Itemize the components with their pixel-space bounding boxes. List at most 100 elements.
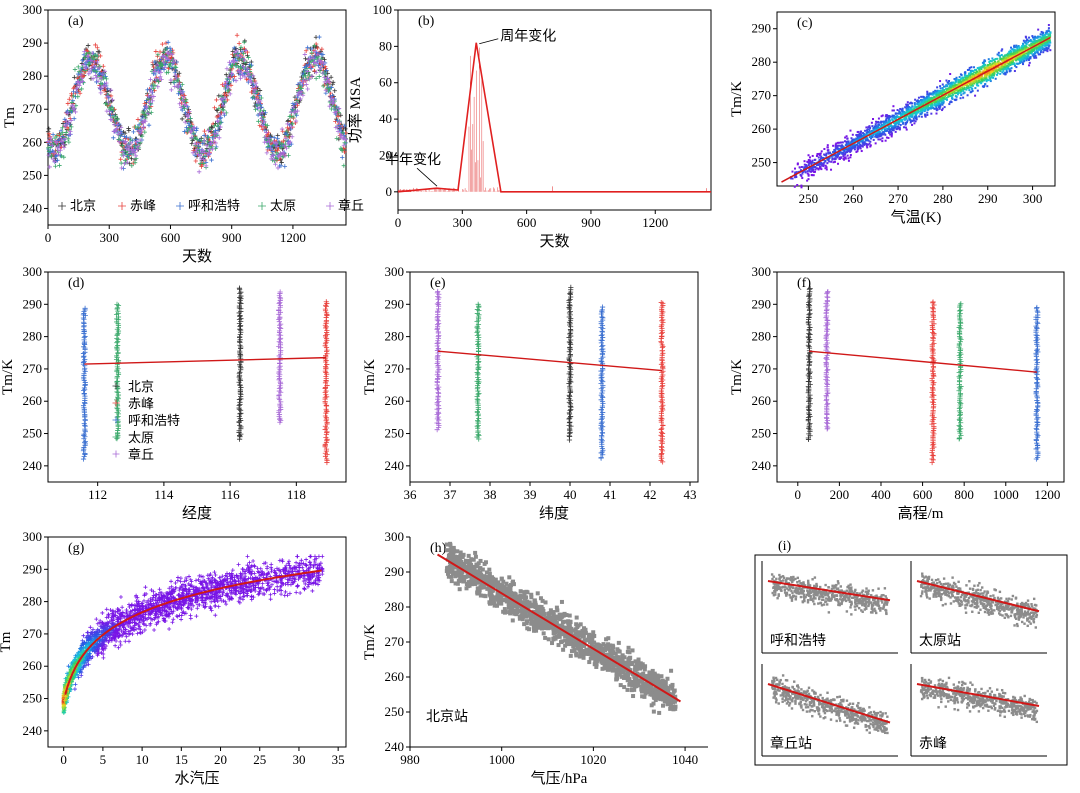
legend-label: 太原 [270, 198, 296, 213]
data-point [916, 102, 919, 105]
data-point [899, 111, 902, 114]
data-point [343, 126, 348, 132]
x-tick-label: 260 [843, 191, 863, 206]
data-point [279, 126, 285, 132]
data-point [1009, 62, 1012, 65]
data-point [901, 112, 904, 115]
data-point [147, 87, 152, 92]
data-point [981, 61, 984, 64]
data-point [167, 45, 173, 51]
data-point [154, 75, 159, 80]
data-point [800, 186, 803, 189]
data-point [1009, 64, 1012, 67]
data-point [85, 43, 91, 48]
data-point [888, 114, 891, 117]
data-point [1001, 71, 1004, 74]
data-point [1019, 58, 1022, 61]
data-point [958, 76, 961, 79]
data-point [842, 157, 845, 160]
data-point [996, 73, 999, 76]
data-point [903, 111, 906, 114]
data-point [894, 123, 897, 126]
data-point [973, 66, 976, 69]
x-tick-label: 0 [45, 230, 52, 245]
y-tick-label: 270 [23, 101, 43, 116]
data-point [847, 157, 850, 160]
panel-d: 112 114 116 118240250260270280290300经度Tm/K(… [0, 264, 347, 522]
data-point [295, 103, 300, 108]
data-point [926, 111, 929, 114]
data-point [847, 159, 850, 162]
data-point [1040, 30, 1043, 33]
data-point [806, 179, 809, 182]
data-point [1015, 59, 1018, 62]
x-tick-label: 112 [88, 487, 107, 502]
data-point [236, 41, 242, 46]
data-point [844, 144, 847, 147]
data-point [946, 84, 949, 87]
data-point [1028, 36, 1031, 39]
data-point [286, 153, 291, 158]
data-point [974, 94, 977, 97]
y-tick-label: 250 [23, 167, 43, 182]
data-point [842, 155, 845, 158]
data-point [169, 87, 174, 93]
data-point [963, 78, 966, 81]
data-point [990, 76, 993, 79]
data-point [129, 156, 134, 161]
data-point [853, 146, 856, 149]
data-point [904, 121, 907, 124]
plot-frame [47, 9, 347, 226]
data-point [901, 107, 904, 110]
data-point [942, 102, 945, 105]
data-point [913, 122, 916, 125]
data-point [946, 81, 949, 84]
data-point [841, 141, 844, 144]
data-point [810, 170, 813, 173]
data-point [256, 119, 261, 124]
data-point [966, 94, 969, 97]
data-point [849, 156, 852, 159]
y-tick-label: 80 [379, 38, 392, 53]
data-point [909, 118, 912, 121]
data-point [824, 167, 827, 170]
data-point [832, 161, 835, 164]
data-point [844, 156, 847, 159]
data-point [836, 146, 839, 149]
data-point [918, 115, 921, 118]
data-point [968, 89, 971, 92]
data-point [218, 120, 223, 126]
data-point [866, 131, 869, 134]
data-point [126, 128, 132, 133]
data-point [994, 77, 997, 80]
data-point [892, 127, 895, 130]
data-point [1041, 34, 1044, 37]
annotation-semiannual: 半年变化 [385, 152, 441, 168]
data-point [933, 107, 936, 110]
data-point [1001, 48, 1004, 51]
data-point [993, 71, 996, 74]
data-point [849, 154, 852, 157]
data-point [955, 79, 958, 82]
data-point [814, 158, 817, 161]
panel-label: (d) [68, 276, 85, 291]
data-point [1047, 30, 1050, 33]
data-point [118, 160, 124, 166]
data-point [942, 85, 945, 88]
data-point [963, 91, 966, 94]
data-point [911, 102, 914, 105]
data-point [962, 77, 965, 80]
data-point [221, 111, 227, 116]
y-tick-label: 60 [379, 75, 392, 90]
data-point [1015, 49, 1018, 52]
power-spectrum-line [397, 42, 711, 193]
data-point [281, 138, 286, 144]
data-point [97, 49, 102, 55]
data-point [984, 75, 987, 78]
data-point [948, 103, 951, 106]
data-point [1033, 36, 1036, 39]
data-point [212, 105, 217, 110]
data-point [827, 152, 830, 155]
data-point [936, 108, 939, 111]
data-point [53, 164, 58, 169]
